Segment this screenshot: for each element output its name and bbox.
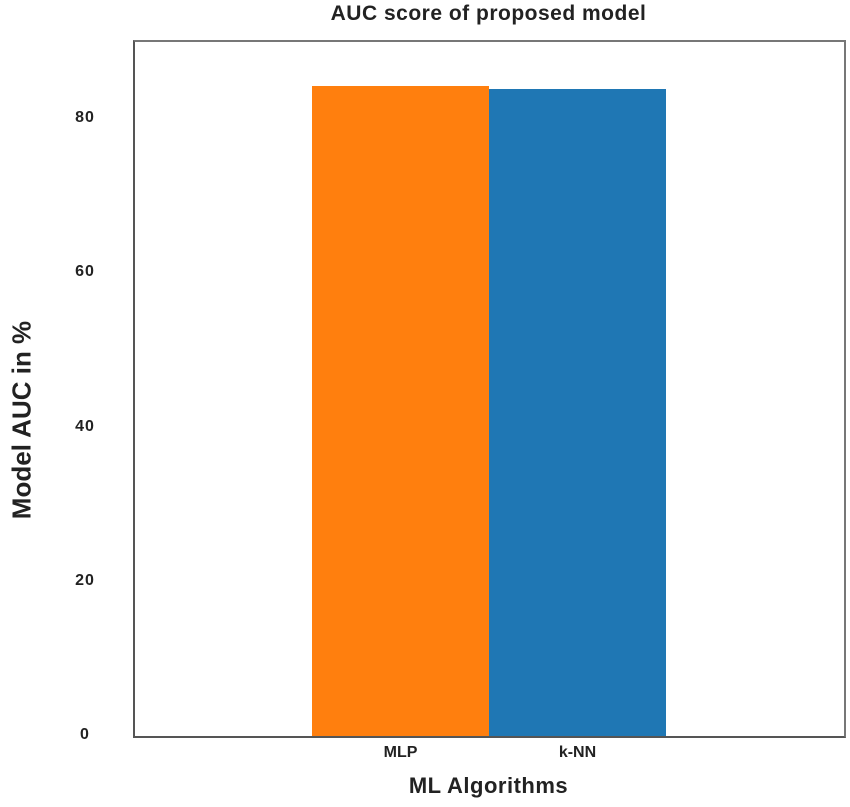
y-axis-label: Model AUC in % bbox=[6, 320, 37, 520]
bar-k-nn bbox=[489, 89, 666, 736]
y-tick-label: 0 bbox=[80, 726, 90, 743]
y-tick-label: 60 bbox=[75, 263, 95, 281]
bar-mlp bbox=[312, 86, 489, 736]
x-tick-label: k-NN bbox=[558, 744, 597, 761]
x-tick-label: MLP bbox=[383, 744, 418, 761]
plot-area bbox=[133, 40, 846, 738]
x-axis-label: ML Algorithms bbox=[408, 773, 569, 798]
chart-title: AUC score of proposed model bbox=[330, 2, 647, 25]
y-tick-label: 80 bbox=[75, 109, 95, 127]
y-tick-label: 40 bbox=[75, 417, 95, 435]
y-tick-label: 20 bbox=[75, 571, 95, 589]
